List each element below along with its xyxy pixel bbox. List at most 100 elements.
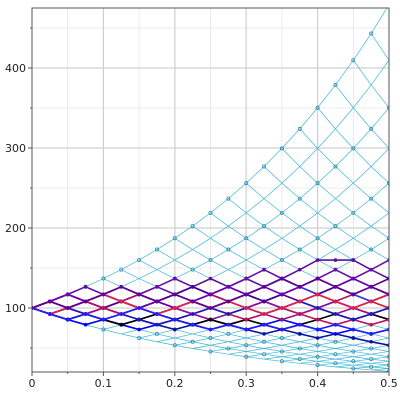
series-point [369,299,373,304]
lattice-branch-up [281,249,300,261]
lattice-node [262,224,267,229]
series-point [101,317,106,322]
y-tick-label: 200 [5,222,26,235]
lattice-node [333,224,338,229]
lattice-node [137,336,142,341]
lattice-branch-up [371,337,389,343]
lattice-branch-down [281,237,300,250]
lattice-branch-down [281,148,300,167]
lattice-branch-up [353,166,372,184]
lattice-branch-up [299,337,318,343]
lattice-branch-up [263,148,283,167]
lattice-branch-up [370,60,389,86]
lattice-branch-down [156,269,175,279]
lattice-branch-down [371,358,389,362]
series-point [244,276,248,281]
lattice-branch-down [210,329,229,335]
lattice-branch-up [335,237,354,250]
lattice-branch-up [370,182,389,199]
lattice-branch-down [370,225,389,239]
series-point [155,299,159,304]
lattice-branch-up [299,237,318,250]
series-point [315,258,320,262]
lattice-branch-down [263,348,282,352]
lattice-branch-down [228,333,247,339]
lattice-branch-up [228,351,247,355]
lattice-branch-down [335,353,354,358]
lattice-branch-down [121,269,140,279]
lattice-branch-down [210,344,229,349]
lattice-node [297,126,302,131]
series-point [262,312,266,316]
lattice-branch-up [299,360,318,364]
lattice-branch-up [299,329,318,335]
lattice-branch-down [210,337,229,343]
lattice-branch-up [299,107,318,130]
lattice-branch-up [210,333,229,339]
lattice-node [154,247,159,252]
lattice-branch-down [156,249,175,261]
series-point [333,285,338,289]
lattice-branch-down [263,166,283,184]
lattice-branch-down [192,249,211,261]
series-point [155,285,159,289]
lattice-branch-up [228,329,247,335]
lattice-node [315,343,320,348]
series-point [226,285,231,289]
lattice-branch-up [371,356,389,360]
lattice-branch-down [299,353,318,358]
lattice-branch-up [192,344,211,349]
lattice-branch-down [299,198,318,214]
lattice-branch-down [228,198,247,214]
lattice-branch-down [264,358,282,362]
series-point [369,285,373,289]
lattice-node [279,257,284,262]
series-point [280,327,284,332]
lattice-branch-down [299,225,318,239]
lattice-branch-up [210,198,229,214]
lattice-branch-up [353,353,372,358]
lattice-branch-down [353,356,372,360]
lattice-branch-up [353,33,372,61]
lattice-node [244,343,249,348]
lattice-branch-up [228,182,247,199]
lattice-branch-up [353,366,372,369]
lattice-branch-up [263,351,282,355]
series-point [280,317,284,322]
lattice-node [190,339,195,344]
lattice-node [244,181,249,186]
lattice-branch-down [228,341,247,346]
lattice-branch-up [353,362,372,366]
lattice-node [297,346,302,351]
series-point [351,258,356,262]
lattice-branch-up [299,182,318,199]
lattice-node [351,146,356,151]
lattice-node [315,354,320,359]
lattice-branch-down [335,358,354,362]
lattice-branch-down [335,249,354,261]
lattice-branch-down [335,348,354,352]
lattice-branch-up [335,148,354,167]
lattice-branch-up [335,351,354,355]
lattice-branch-down [103,329,122,335]
lattice-branch-up [192,337,211,343]
lattice-branch-down [210,351,229,355]
lattice-branch-up [210,225,229,239]
lattice-branch-up [281,128,301,149]
series-point [262,332,266,336]
series-point [333,258,338,262]
lattice-branch-down [264,353,282,358]
series-point [297,267,302,272]
lattice-branch-up [246,333,265,339]
series-point [208,327,213,332]
lattice-branch-down [281,356,300,360]
lattice-branch-up [192,212,211,227]
lattice-branch-up [281,166,300,184]
lattice-branch-down [370,198,389,214]
lattice-node [279,349,284,354]
lattice-branch-up [245,166,265,184]
lattice-node [369,346,374,351]
series-point [333,299,338,304]
lattice-branch-up [371,344,389,349]
lattice-node [172,343,177,348]
